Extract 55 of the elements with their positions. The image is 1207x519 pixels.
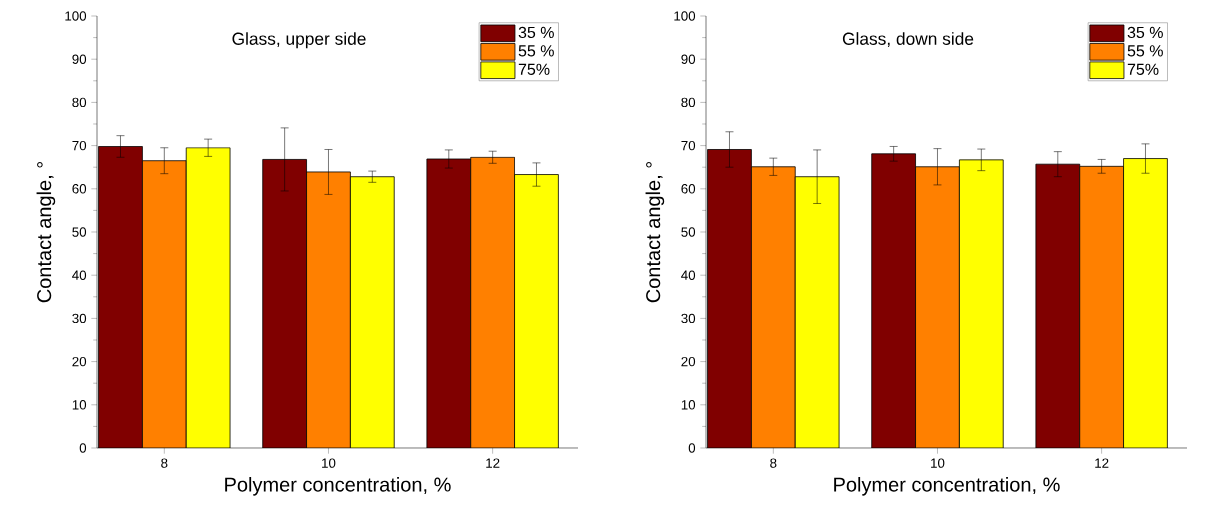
x-axis-title: Polymer concentration, % (834, 477, 1060, 496)
y-tick-label: 90 (681, 54, 696, 64)
x-tick-label: 10 (322, 458, 336, 468)
y-tick-label: 80 (72, 97, 87, 108)
y-tick-label: 20 (681, 356, 696, 367)
y-tick-label: 10 (681, 400, 696, 410)
bar (1123, 158, 1168, 448)
y-tick-label: 100 (65, 11, 87, 21)
y-tick-label: 60 (681, 184, 696, 194)
x-tick-label: 12 (486, 458, 500, 468)
legend-label: 55 % (518, 45, 554, 57)
y-tick-label: 50 (72, 227, 87, 237)
bar (98, 146, 143, 448)
bar (1079, 165, 1124, 448)
y-tick-label: 30 (681, 313, 696, 324)
y-tick-label: 80 (681, 97, 696, 108)
legend-label: 55 % (1127, 45, 1163, 57)
bar (871, 153, 916, 448)
legend-label: 75% (1127, 63, 1159, 75)
y-tick-label: 20 (72, 356, 87, 367)
y-tick-label: 60 (72, 184, 87, 194)
bar (707, 149, 752, 448)
y-tick-label: 10 (72, 400, 87, 410)
bar (751, 166, 796, 448)
y-tick-label: 50 (681, 227, 696, 237)
legend-label: 35 % (518, 26, 554, 39)
x-tick-label: 12 (1095, 458, 1109, 468)
bar (1035, 163, 1081, 448)
x-tick-label: 10 (931, 458, 945, 468)
text: Glass, down side (842, 32, 974, 47)
bar (794, 176, 840, 448)
y-tick-label: 90 (72, 54, 87, 64)
x-tick-label: 8 (161, 458, 168, 468)
y-tick-label: 30 (72, 313, 87, 324)
y-tick-label: 70 (72, 140, 87, 151)
bar (349, 176, 395, 448)
legend-label: 35 % (1127, 26, 1163, 39)
bar (958, 159, 1004, 448)
y-tick-label: 100 (674, 11, 696, 21)
x-axis-title: Polymer concentration, % (225, 477, 451, 496)
y-tick-label: 0 (688, 443, 696, 453)
y-axis-title: Contact angle, ° (36, 161, 56, 303)
bar (915, 166, 960, 448)
y-axis-title: Contact angle, ° (645, 161, 665, 303)
bar (262, 159, 307, 448)
x-tick-label: 8 (770, 458, 777, 468)
bar (514, 174, 559, 448)
y-tick-label: 40 (72, 270, 87, 280)
bar (426, 158, 472, 448)
bar (185, 147, 231, 448)
legend-label: 75% (518, 63, 550, 75)
y-tick-label: 0 (79, 443, 87, 453)
y-tick-label: 70 (681, 140, 696, 151)
y-tick-label: 40 (681, 270, 696, 280)
text: Glass, upper side (232, 32, 366, 49)
